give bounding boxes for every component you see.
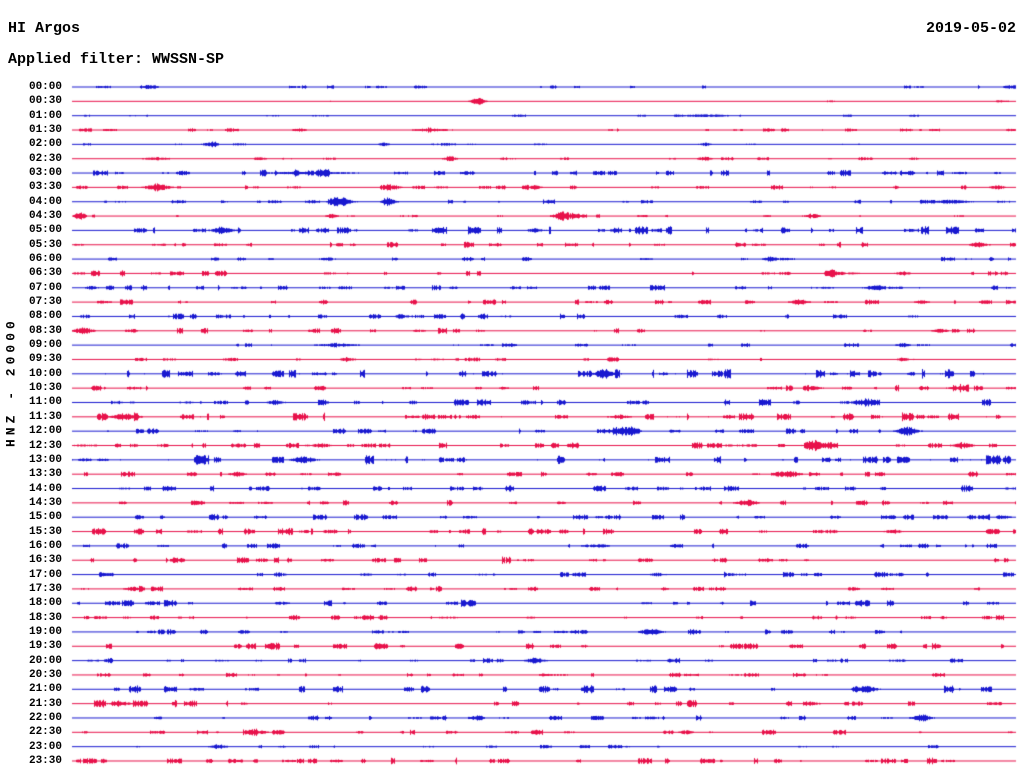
time-label: 04:30 [28, 210, 62, 223]
time-label: 05:00 [28, 224, 62, 237]
time-label: 14:00 [28, 482, 62, 495]
time-label: 16:30 [28, 554, 62, 567]
time-label: 11:00 [28, 396, 62, 409]
time-label: 18:30 [28, 611, 62, 624]
time-label: 23:30 [28, 754, 62, 767]
time-label: 01:00 [28, 109, 62, 122]
time-label: 21:30 [28, 697, 62, 710]
time-label: 02:30 [28, 152, 62, 165]
time-label: 15:30 [28, 525, 62, 538]
time-label: 07:30 [28, 296, 62, 309]
time-label: 12:00 [28, 425, 62, 438]
time-label: 08:30 [28, 324, 62, 337]
time-label: 00:00 [28, 81, 62, 93]
time-label: 20:00 [28, 654, 62, 667]
time-label: 21:00 [28, 683, 62, 696]
time-label: 01:30 [28, 124, 62, 137]
time-label: 02:00 [28, 138, 62, 151]
time-label: 03:30 [28, 181, 62, 194]
time-label: 22:00 [28, 711, 62, 724]
time-label: 14:30 [28, 496, 62, 509]
time-label: 23:00 [28, 740, 62, 753]
time-label: 20:30 [28, 668, 62, 681]
time-label: 13:30 [28, 468, 62, 481]
time-label: 07:00 [28, 281, 62, 294]
time-label: 06:30 [28, 267, 62, 280]
time-label: 05:30 [28, 238, 62, 251]
time-label: 00:30 [28, 95, 62, 108]
time-label: 17:00 [28, 568, 62, 581]
station-title: HI Argos [8, 20, 81, 37]
time-label: 15:00 [28, 511, 62, 524]
time-label: 12:30 [28, 439, 62, 452]
time-label: 09:00 [28, 339, 62, 352]
time-label: 22:30 [28, 726, 62, 739]
time-label: 10:00 [28, 367, 62, 380]
filter-label: Applied filter: WWSSN-SP [8, 51, 225, 68]
time-label: 11:30 [28, 410, 62, 423]
time-label: 03:00 [28, 167, 62, 180]
time-label: 17:30 [28, 582, 62, 595]
time-label: 16:00 [28, 539, 62, 552]
time-label: 19:30 [28, 640, 62, 653]
time-label: 18:00 [28, 597, 62, 610]
time-label: 10:30 [28, 382, 62, 395]
time-label: 08:00 [28, 310, 62, 323]
time-label: 13:00 [28, 453, 62, 466]
time-label: 19:00 [28, 625, 62, 638]
time-label: 04:00 [28, 195, 62, 208]
time-label: 09:30 [28, 353, 62, 366]
record-date: 2019-05-02 [925, 20, 1016, 37]
time-label: 06:00 [28, 253, 62, 266]
